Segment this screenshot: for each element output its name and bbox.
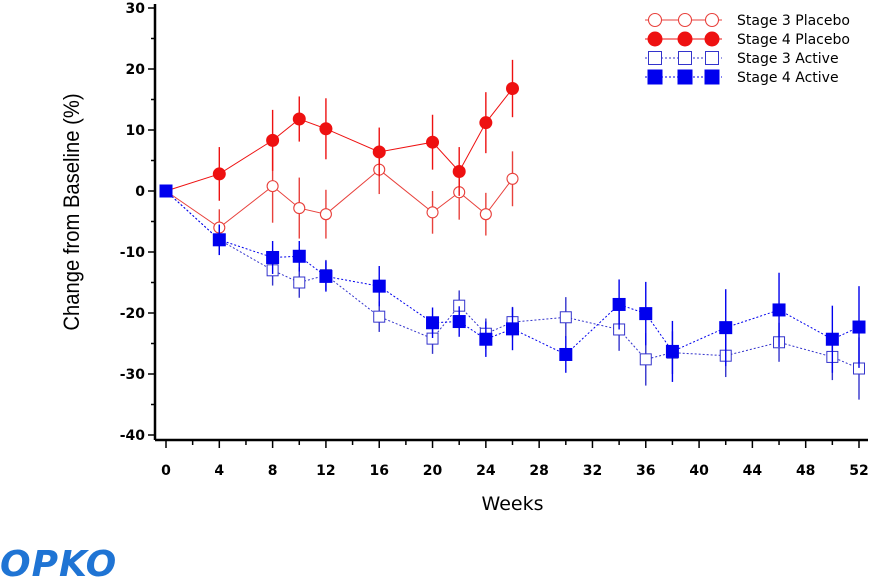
legend-item: Stage 4 Placebo [645,31,850,48]
data-point [452,315,466,329]
x-tick-label: 28 [529,463,548,479]
data-point [479,116,493,130]
x-tick-label: 44 [743,463,763,479]
data-point [506,82,519,96]
legend-marker [677,12,693,28]
x-tick-label: 32 [583,463,602,479]
data-point [506,172,519,185]
legend-marker [704,69,720,85]
data-point [559,311,572,324]
y-tick-label: -20 [120,306,146,322]
y-tick-label: -40 [120,428,146,444]
data-point [426,135,440,149]
legend-label: Stage 4 Active [737,70,839,86]
legend-marker [677,69,693,85]
legend-marker [704,12,720,28]
legend-marker [647,31,663,47]
data-point [266,250,280,264]
legend-marker [677,31,693,47]
x-tick-label: 12 [316,463,335,479]
data-point [266,180,279,193]
data-point [293,276,306,289]
legend-item: Stage 4 Active [645,69,839,86]
series-stage-3-active [160,185,865,400]
data-point [559,347,573,361]
x-tick-label: 16 [369,463,388,479]
legend-marker [648,51,662,65]
y-tick-label: 30 [126,1,146,17]
x-tick-label: 40 [689,463,709,479]
legend-label: Stage 4 Placebo [737,32,850,48]
data-point [772,303,786,317]
x-tick-label: 52 [849,463,868,479]
series-stage-4-placebo [159,59,519,201]
series-stage-3-placebo [159,145,519,246]
y-tick-label: -30 [120,367,146,383]
x-axis-title: Weeks [482,493,544,515]
data-point [639,307,653,321]
data-point [266,133,280,147]
legend-marker [705,51,719,65]
data-point [452,164,466,178]
data-point [479,208,492,221]
legend-marker [678,51,692,65]
series-line [165,190,860,356]
x-tick-label: 4 [214,463,224,479]
data-point [506,322,519,336]
legend-marker [647,69,663,85]
data-point [292,249,306,263]
legend-marker [647,12,663,28]
y-tick-label: 10 [126,123,146,139]
data-point [612,297,626,311]
opko-logo: OPKO [0,544,118,585]
legend: Stage 3 Placebo Stage 4 Placebo Stage 3 Ac… [645,12,850,86]
legend-item: Stage 3 Active [645,51,839,67]
legend-label: Stage 3 Active [737,51,839,67]
data-point [293,202,306,215]
series-line [165,190,860,369]
data-point [639,353,652,366]
legend-marker [704,31,720,47]
data-point [373,310,386,323]
data-point [212,167,226,181]
series-stage-4-active [159,184,866,382]
y-tick-label: -10 [120,245,146,261]
data-point [372,279,386,293]
data-point [159,184,173,198]
x-tick-label: 36 [636,463,655,479]
x-tick-label: 20 [423,463,443,479]
legend-item: Stage 3 Placebo [645,12,850,29]
x-tick-label: 24 [476,463,496,479]
data-point [825,332,839,346]
data-point [426,316,440,330]
y-tick-label: 20 [126,62,146,78]
data-point [479,332,493,346]
legend-label: Stage 3 Placebo [737,13,850,29]
series-line [165,88,513,192]
series-line [165,169,513,229]
y-tick-label: 0 [135,184,145,200]
data-point [319,208,332,221]
x-tick-label: 0 [161,463,171,479]
y-axis-title: Change from Baseline (%) [60,93,84,330]
data-point [372,145,386,159]
data-point [852,320,866,334]
data-point [665,344,679,358]
x-tick-label: 48 [796,463,815,479]
data-point [319,269,333,283]
data-point [319,122,333,136]
data-point [426,206,439,219]
x-tick-label: 8 [268,463,278,479]
data-point [292,112,306,126]
data-point [719,321,733,335]
data-point [212,233,226,247]
